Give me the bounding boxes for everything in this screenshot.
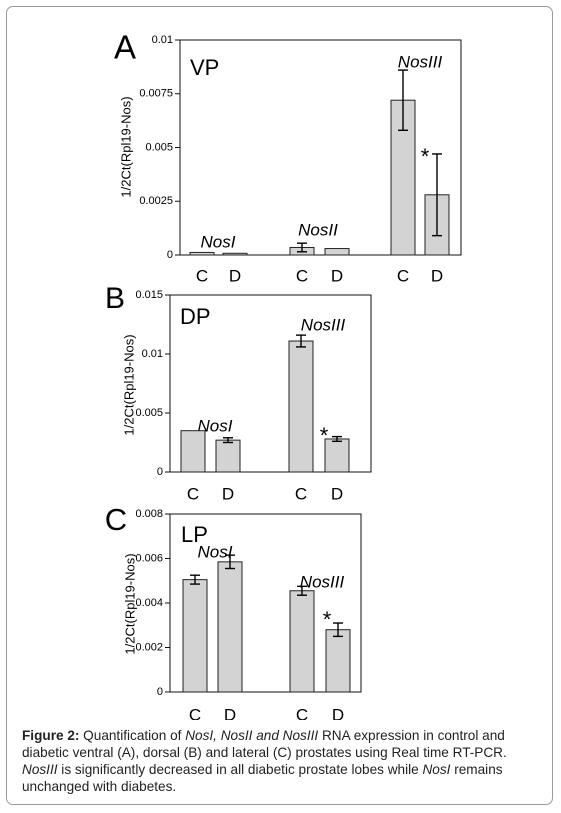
chart-panel-c: C LP 0 0.002 0.004 0.006 0.008 1/2Ct(Rpl19-Nos)… [105, 502, 362, 720]
gene-group-label: NosI [198, 542, 233, 561]
caption-text-1: Quantification of [79, 728, 186, 743]
x-category-label: C [295, 484, 307, 503]
x-category-label: D [331, 266, 343, 285]
y-tick-label: 0 [157, 686, 163, 698]
significance-marker: * [320, 423, 329, 448]
caption-text-3: is significantly decreased in all diabet… [57, 762, 423, 777]
bar [324, 438, 350, 473]
bar [325, 629, 351, 693]
gene-group-label: NosIII [301, 315, 346, 334]
x-category-label: D [431, 266, 443, 285]
bar [222, 252, 248, 256]
y-tick-label: 0.005 [145, 141, 173, 153]
caption-text-4: remains unchanged with diabetes. [22, 762, 503, 794]
x-category-label: C [196, 266, 208, 285]
y-tick-label: 0.004 [135, 597, 163, 609]
plot-area-frame [169, 294, 372, 473]
x-category-label: C [397, 266, 409, 285]
panel-letter: C [105, 502, 127, 537]
x-category-label: C [296, 705, 308, 720]
panel-region-label: LP [181, 522, 208, 547]
gene-group-label: NosIII [398, 52, 443, 71]
panel-letter: B [105, 282, 125, 315]
gene-group-label: NosII [298, 220, 338, 239]
gene-group-label: NosI [201, 232, 236, 251]
y-tick-label: 0.0075 [139, 88, 173, 100]
figure-charts: A VP 0 0.0025 0.005 0.0075 0.01 1/2Ct(Rpl19-Nos… [105, 29, 462, 720]
caption-label: Figure 2: [22, 728, 80, 743]
x-category-label: C [187, 484, 199, 503]
significance-marker: * [421, 144, 430, 169]
significance-marker: * [323, 607, 332, 632]
chart-panel-b: B DP 0 0.005 0.01 0.015 1/2Ct(Rpl19-Nos) NosI C D… [105, 282, 372, 503]
y-tick-label: 0.005 [135, 407, 163, 419]
y-tick-label: 0.01 [142, 348, 163, 360]
y-tick-label: 0.002 [135, 641, 163, 653]
gene-group-label: NosIII [300, 572, 345, 591]
x-category-label: D [331, 484, 343, 503]
chart-panel-a: A VP 0 0.0025 0.005 0.0075 0.01 1/2Ct(Rpl19-Nos… [114, 29, 462, 285]
y-tick-label: 0 [157, 466, 163, 478]
y-tick-label: 0.0025 [139, 195, 173, 207]
caption-italic-nosiii: NosIII [22, 762, 58, 777]
bar [189, 251, 215, 256]
caption-italic-genes: NosI, NosII and NosIII [185, 728, 319, 743]
x-category-label: C [189, 705, 201, 720]
figure-caption: Figure 2: Quantification of NosI, NosII … [22, 727, 542, 795]
y-tick-label: 0.015 [135, 289, 163, 301]
caption-text-2: RNA expression in control and diabetic v… [22, 728, 507, 760]
bar [288, 340, 314, 473]
bar [324, 248, 350, 256]
bar [182, 579, 208, 693]
x-category-label: C [296, 266, 308, 285]
y-tick-label: 0.006 [135, 552, 163, 564]
bar [180, 430, 206, 473]
x-category-label: D [224, 705, 236, 720]
y-tick-label: 0.01 [152, 34, 173, 46]
y-tick-label: 0.008 [135, 508, 163, 520]
bar [217, 561, 243, 693]
gene-group-label: NosI [198, 416, 233, 435]
y-axis-label: 1/2Ct(Rpl19-Nos) [122, 553, 137, 654]
x-category-label: D [222, 484, 234, 503]
y-axis-label: 1/2Ct(Rpl19-Nos) [118, 96, 133, 197]
panel-region-label: DP [180, 304, 211, 329]
y-axis-label: 1/2Ct(Rpl19-Nos) [121, 334, 136, 435]
x-category-label: D [332, 705, 344, 720]
x-category-label: D [229, 266, 241, 285]
caption-italic-nosi: NosI [422, 762, 451, 777]
panel-letter: A [114, 29, 136, 66]
figure-frame [6, 6, 553, 805]
bar [289, 590, 315, 693]
y-tick-label: 0 [167, 249, 173, 261]
panel-region-label: VP [190, 55, 219, 80]
bar [215, 439, 241, 473]
